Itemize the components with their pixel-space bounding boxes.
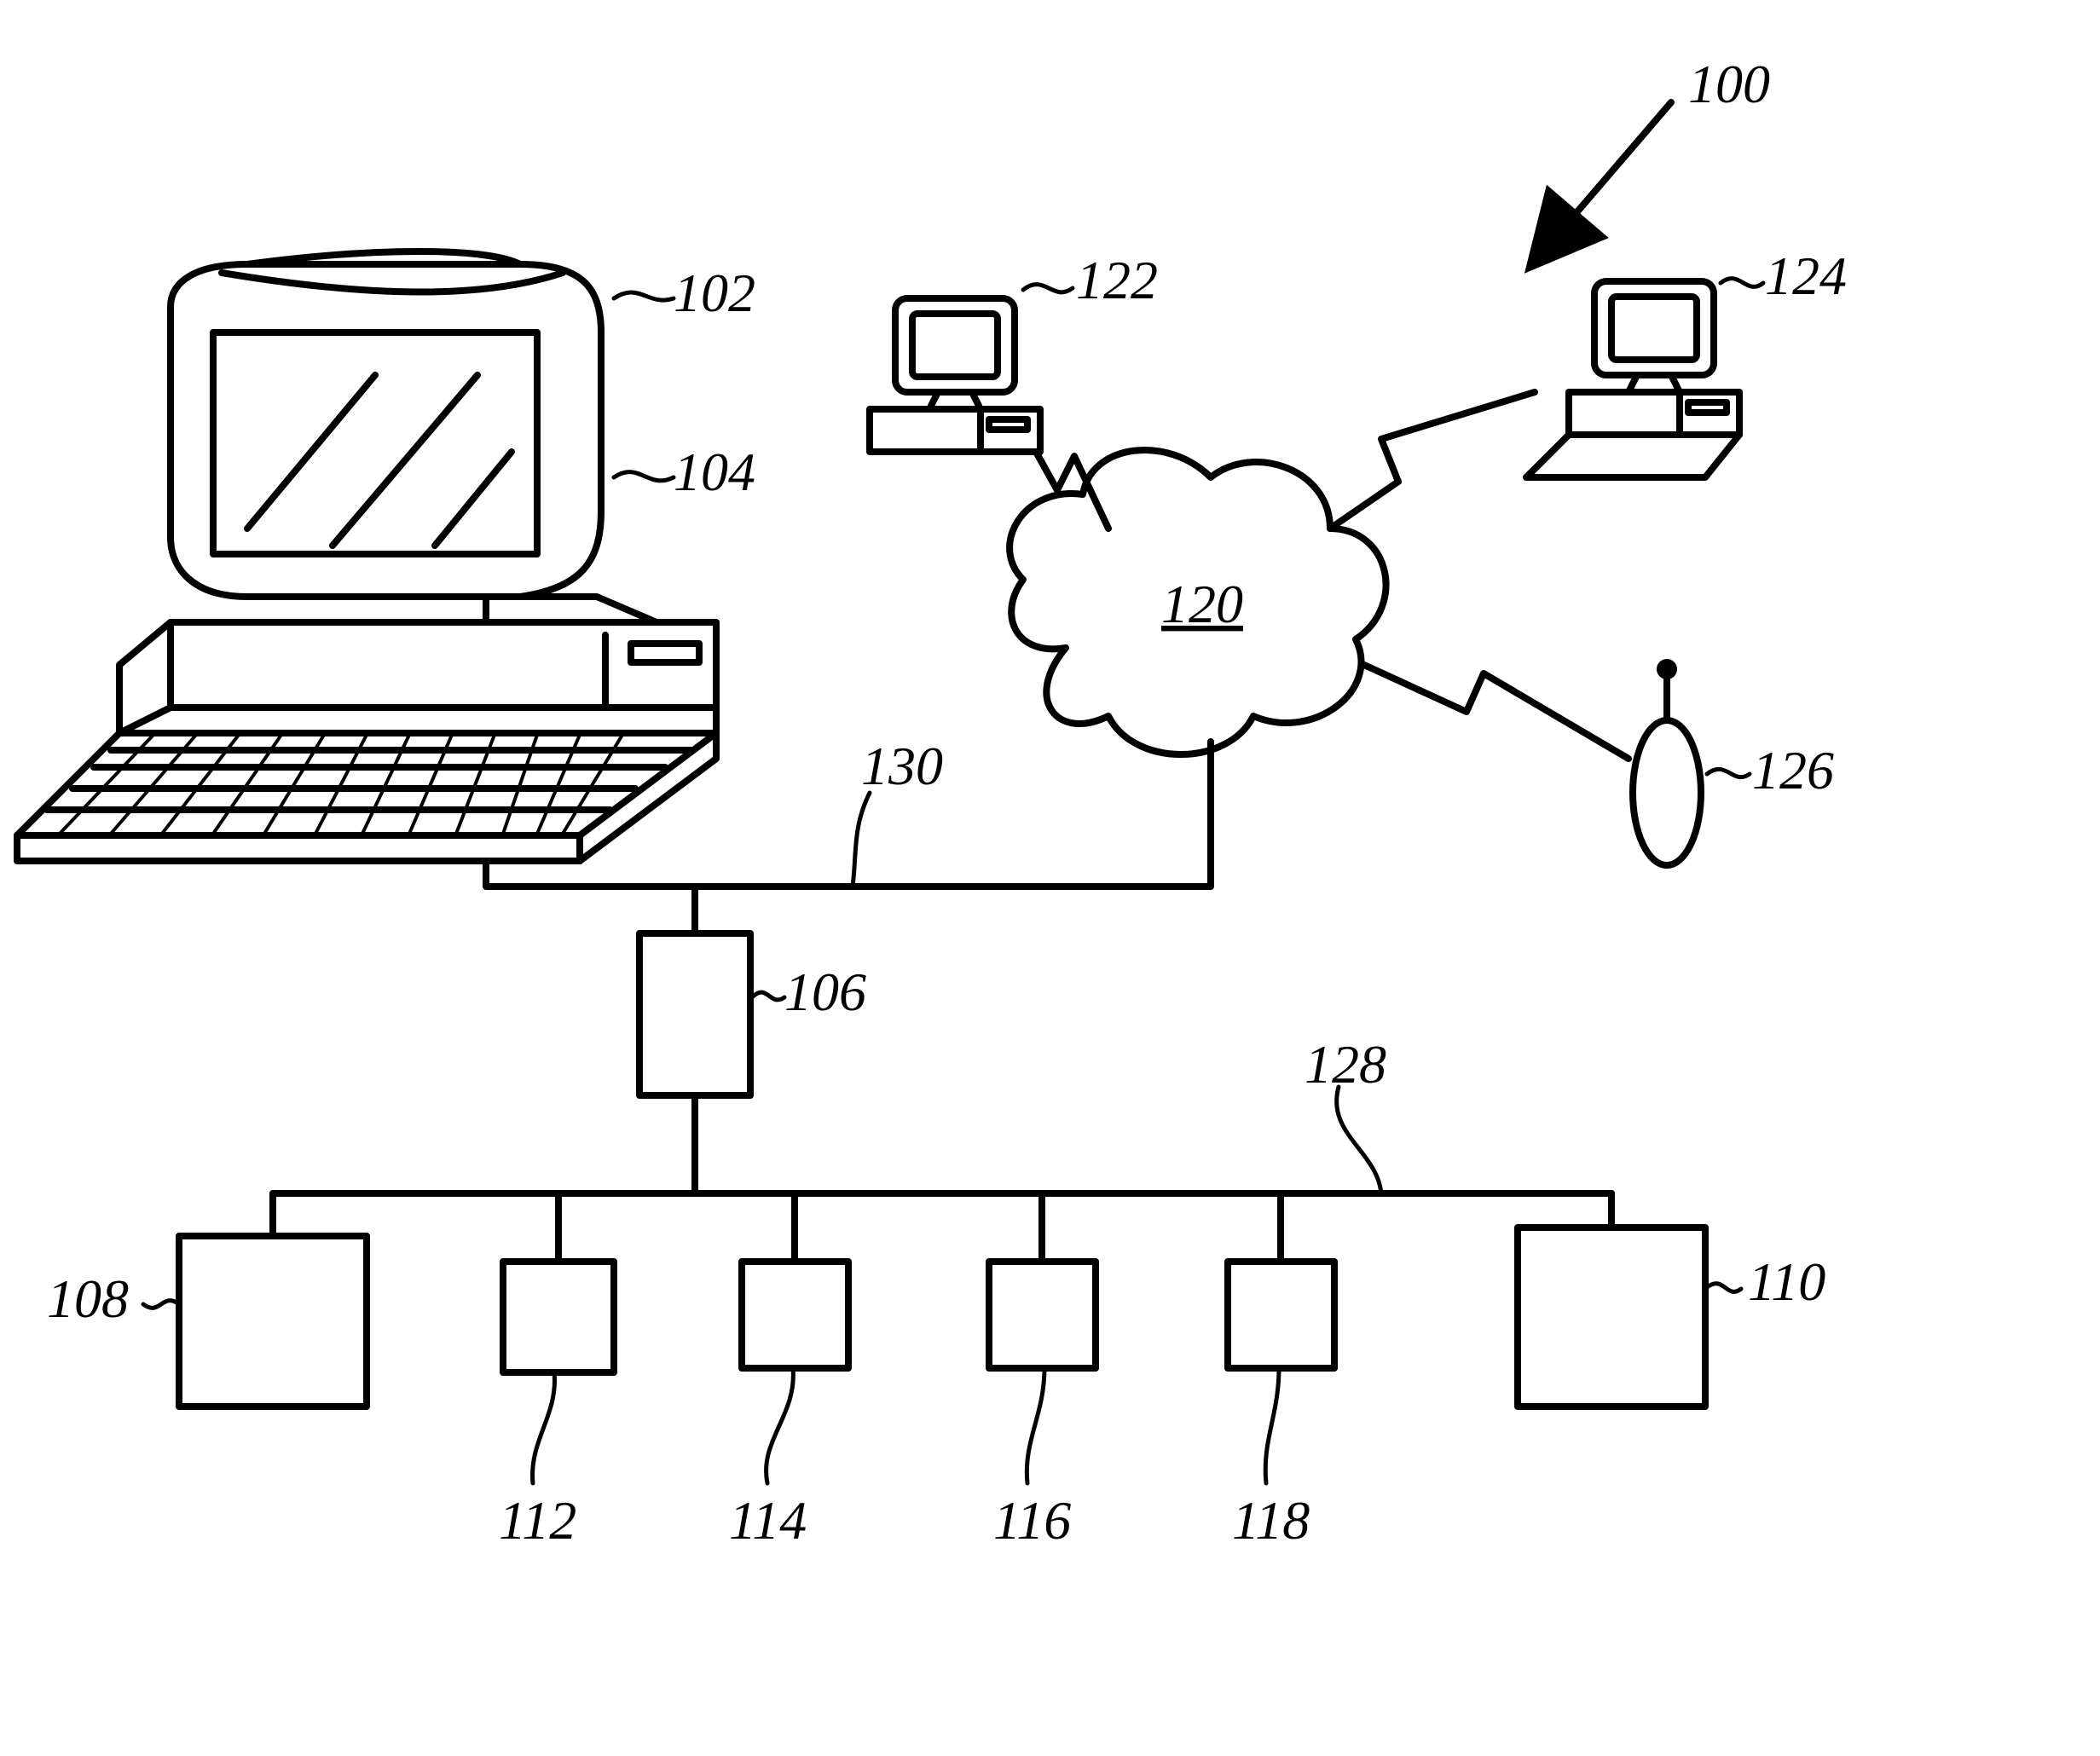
device-large-left bbox=[179, 1236, 367, 1407]
leader-122 bbox=[1023, 285, 1073, 292]
ref-100: 100 bbox=[1688, 54, 1770, 114]
ref-122: 122 bbox=[1076, 250, 1158, 310]
ref-104: 104 bbox=[674, 442, 755, 502]
ref-116: 116 bbox=[993, 1490, 1071, 1551]
ref-106: 106 bbox=[784, 962, 866, 1022]
leader-108 bbox=[143, 1301, 179, 1308]
ref-126: 126 bbox=[1752, 740, 1834, 800]
ref-130: 130 bbox=[861, 736, 943, 796]
large-computer bbox=[17, 251, 716, 861]
ref-102: 102 bbox=[674, 263, 755, 323]
leader-112 bbox=[533, 1372, 555, 1483]
device-large-right bbox=[1518, 1227, 1705, 1407]
zigzag-link-pc2 bbox=[1330, 392, 1535, 529]
zigzag-link-wifi bbox=[1364, 665, 1629, 759]
remote-pc-left bbox=[870, 298, 1040, 452]
ref-114: 114 bbox=[729, 1490, 807, 1551]
leader-116 bbox=[1027, 1368, 1044, 1483]
device-small-4 bbox=[1228, 1262, 1334, 1368]
ref-118: 118 bbox=[1232, 1490, 1310, 1551]
remote-pc-right bbox=[1526, 281, 1739, 477]
ref-110: 110 bbox=[1748, 1251, 1825, 1312]
leader-102 bbox=[614, 292, 674, 300]
leader-110 bbox=[1707, 1284, 1741, 1292]
device-bus bbox=[273, 1095, 1611, 1262]
leader-114 bbox=[767, 1368, 794, 1483]
controller-box bbox=[639, 933, 750, 1095]
leader-104 bbox=[614, 472, 674, 481]
leader-126 bbox=[1707, 769, 1750, 777]
leader-124 bbox=[1721, 279, 1763, 287]
ref-124: 124 bbox=[1765, 245, 1847, 306]
main-link bbox=[486, 742, 1211, 887]
leader-118 bbox=[1265, 1368, 1279, 1483]
device-small-3 bbox=[989, 1262, 1096, 1368]
ref-120: 120 bbox=[1161, 574, 1243, 634]
device-small-1 bbox=[503, 1262, 614, 1372]
ref-128: 128 bbox=[1305, 1034, 1386, 1095]
leader-128 bbox=[1337, 1087, 1381, 1193]
ref-112: 112 bbox=[499, 1490, 576, 1551]
leader-130 bbox=[853, 793, 870, 887]
leader-106 bbox=[752, 992, 784, 1000]
wireless-device bbox=[1633, 662, 1701, 865]
device-small-2 bbox=[742, 1262, 848, 1368]
system-arrow bbox=[1569, 102, 1671, 222]
ref-108: 108 bbox=[47, 1268, 129, 1329]
